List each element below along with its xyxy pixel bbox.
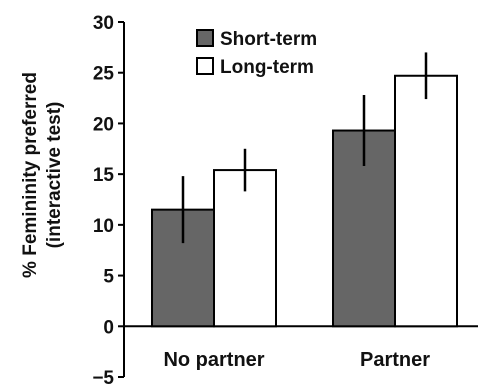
y-tick-label: 15 [93,165,115,186]
y-axis-label-line1: % Femininity preferred [20,72,41,278]
y-tick-label: −5 [92,368,114,385]
bars [151,74,458,328]
bar-long-term-2 [394,74,458,328]
legend: Short-term Long-term [196,29,317,78]
legend-label: Short-term [220,29,317,50]
y-axis-label: % Femininity preferred (interactive test… [20,72,65,278]
y-tick-label: 20 [93,114,114,135]
x-tick-label: Partner [360,349,430,371]
y-tick-label: 5 [103,267,114,288]
axes: −5 0 5 10 15 20 25 30 No partner Partner [92,13,478,389]
y-tick-label: 25 [93,64,115,85]
legend-swatch [196,29,214,47]
y-axis-label-line2: (interactive test) [44,102,65,249]
x-tick-label: No partner [163,349,264,371]
legend-label: Long-term [220,57,314,78]
y-tick-label: 30 [93,13,114,34]
bar-long-term-1 [213,169,277,328]
y-tick-label: 0 [103,317,114,338]
legend-swatch [196,57,214,75]
y-tick-label: 10 [93,216,114,237]
error-bars [181,52,428,244]
